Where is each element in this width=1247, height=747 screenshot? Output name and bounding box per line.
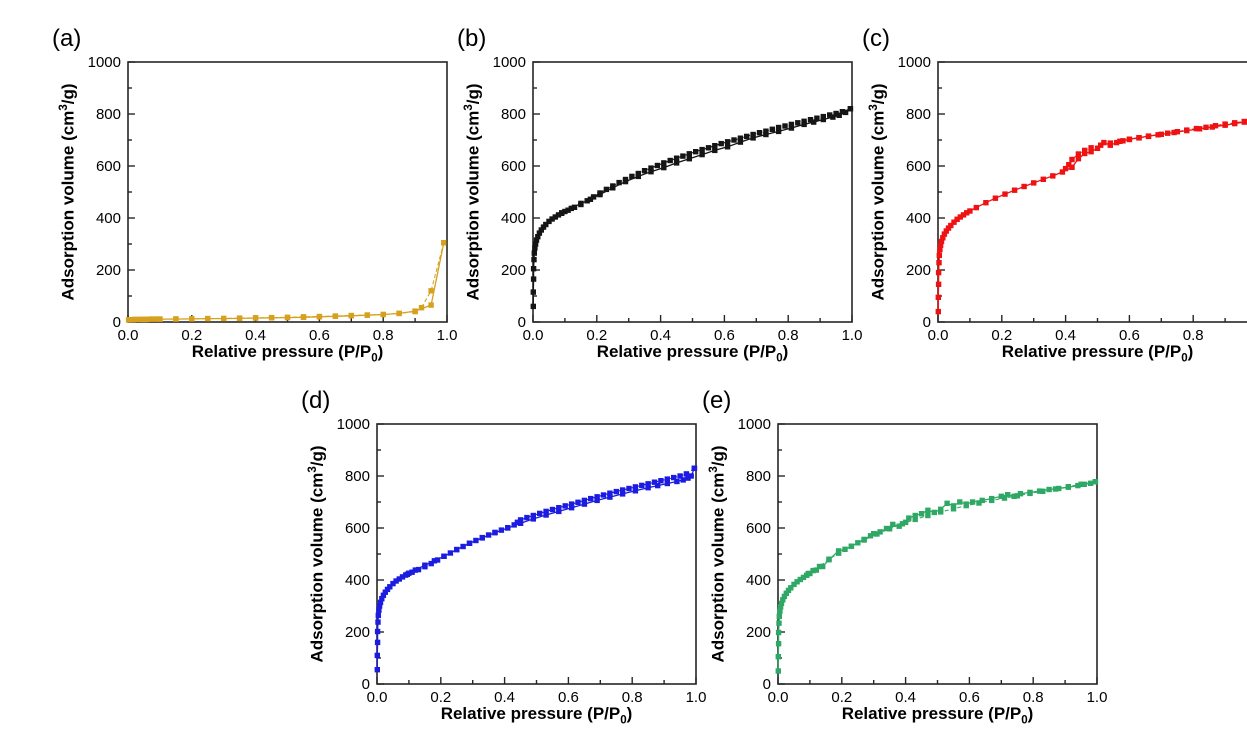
y-axis-title-text: Adsorption volume (cm <box>869 111 888 301</box>
svg-text:800: 800 <box>345 468 370 485</box>
panel-label-b: (b) <box>457 26 486 52</box>
svg-text:1000: 1000 <box>493 54 526 71</box>
y-axis-title: Adsorption volume (cm3/g) <box>58 62 82 322</box>
svg-text:0: 0 <box>923 314 931 331</box>
x-axis-title-text: Relative pressure (P/P <box>192 342 372 361</box>
svg-text:200: 200 <box>345 624 370 641</box>
svg-text:600: 600 <box>96 158 121 175</box>
y-axis-title: Adsorption volume (cm3/g) <box>307 424 331 684</box>
svg-text:0: 0 <box>518 314 526 331</box>
y-axis-title-text: Adsorption volume (cm <box>59 111 78 301</box>
svg-text:1000: 1000 <box>337 416 370 433</box>
svg-text:200: 200 <box>906 262 931 279</box>
svg-text:400: 400 <box>906 210 931 227</box>
svg-text:1000: 1000 <box>898 54 931 71</box>
svg-text:600: 600 <box>906 158 931 175</box>
x-axis-title-text: Relative pressure (P/P <box>1002 342 1182 361</box>
svg-text:800: 800 <box>746 468 771 485</box>
y-axis-title-superscript: 3 <box>307 466 319 472</box>
svg-text:400: 400 <box>96 210 121 227</box>
x-axis-title: Relative pressure (P/P0) <box>778 704 1097 726</box>
y-axis-title-text: Adsorption volume (cm <box>464 111 483 301</box>
svg-text:800: 800 <box>96 106 121 123</box>
svg-text:0: 0 <box>763 676 771 693</box>
y-axis-title-superscript: 3 <box>868 104 880 110</box>
panel-label-e: (e) <box>702 388 731 414</box>
x-axis-title-text: Relative pressure (P/P <box>597 342 777 361</box>
svg-text:200: 200 <box>96 262 121 279</box>
panel-label-c: (c) <box>862 26 890 52</box>
y-axis-title-unit: /g) <box>869 83 888 104</box>
y-axis-title-text: Adsorption volume (cm <box>709 473 728 663</box>
svg-text:0: 0 <box>362 676 370 693</box>
panel-label-d: (d) <box>301 388 330 414</box>
x-axis-title-close: ) <box>627 704 633 723</box>
svg-text:800: 800 <box>501 106 526 123</box>
svg-text:800: 800 <box>906 106 931 123</box>
svg-text:200: 200 <box>746 624 771 641</box>
x-axis-title-close: ) <box>1028 704 1034 723</box>
y-axis-title: Adsorption volume (cm3/g) <box>868 62 892 322</box>
svg-text:1000: 1000 <box>738 416 771 433</box>
svg-text:400: 400 <box>501 210 526 227</box>
svg-text:1000: 1000 <box>88 54 121 71</box>
svg-text:400: 400 <box>345 572 370 589</box>
svg-text:200: 200 <box>501 262 526 279</box>
svg-text:400: 400 <box>746 572 771 589</box>
x-axis-title-close: ) <box>783 342 789 361</box>
svg-text:600: 600 <box>345 520 370 537</box>
svg-text:0: 0 <box>113 314 121 331</box>
y-axis-title: Adsorption volume (cm3/g) <box>463 62 487 322</box>
x-axis-title: Relative pressure (P/P0) <box>533 342 852 364</box>
y-axis-title-superscript: 3 <box>708 466 720 472</box>
x-axis-title: Relative pressure (P/P0) <box>377 704 696 726</box>
y-axis-title: Adsorption volume (cm3/g) <box>708 424 732 684</box>
svg-text:600: 600 <box>501 158 526 175</box>
x-axis-title: Relative pressure (P/P0) <box>938 342 1247 364</box>
y-axis-title-unit: /g) <box>709 445 728 466</box>
y-axis-title-text: Adsorption volume (cm <box>308 473 327 663</box>
x-axis-title: Relative pressure (P/P0) <box>128 342 447 364</box>
x-axis-title-close: ) <box>1188 342 1194 361</box>
svg-text:600: 600 <box>746 520 771 537</box>
y-axis-title-unit: /g) <box>308 445 327 466</box>
y-axis-title-unit: /g) <box>464 83 483 104</box>
y-axis-title-unit: /g) <box>59 83 78 104</box>
x-axis-title-text: Relative pressure (P/P <box>842 704 1022 723</box>
y-axis-title-superscript: 3 <box>463 104 475 110</box>
x-axis-title-text: Relative pressure (P/P <box>441 704 621 723</box>
y-axis-title-superscript: 3 <box>58 104 70 110</box>
x-axis-title-close: ) <box>378 342 384 361</box>
panel-label-a: (a) <box>52 26 81 52</box>
